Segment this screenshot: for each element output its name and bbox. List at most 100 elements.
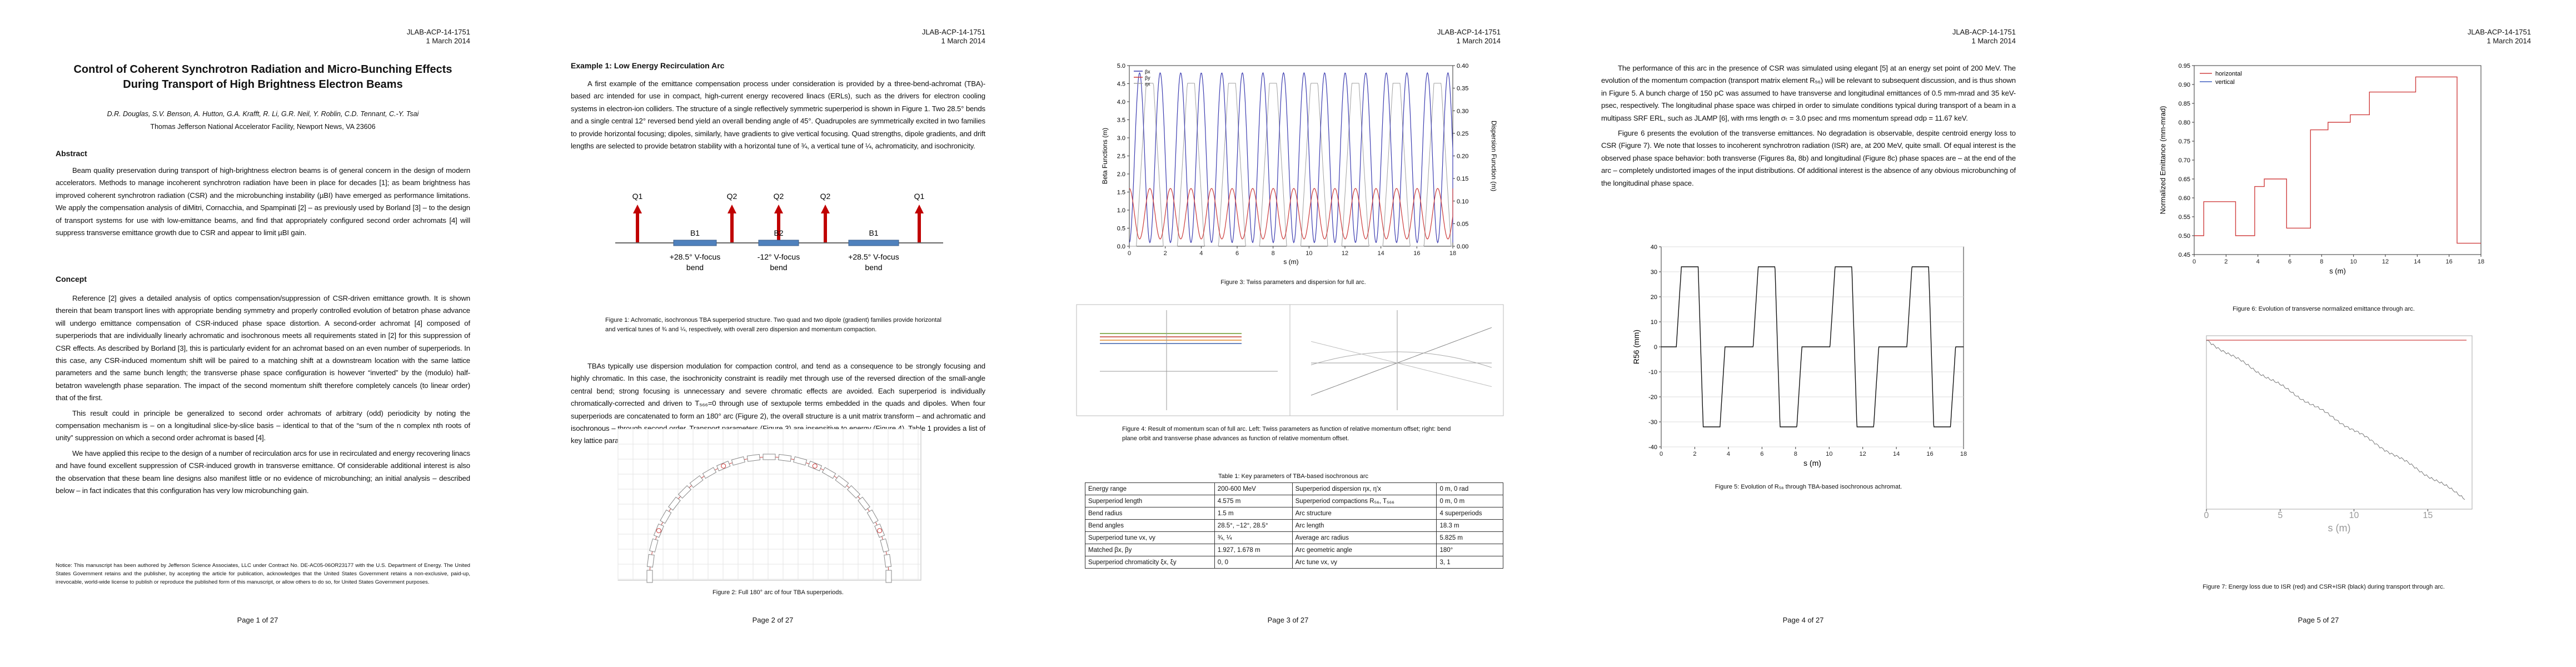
table-cell: 4 superperiods	[1436, 507, 1503, 520]
report-number: JLAB-ACP-14-1751	[1437, 28, 1501, 36]
report-number: JLAB-ACP-14-1751	[1952, 28, 2016, 36]
concept-text: Reference [2] gives a detailed analysis …	[56, 292, 470, 500]
y-tick-label: 0.30	[1457, 108, 1468, 115]
quad-label: Q2	[820, 192, 831, 201]
table-row: Bend radius 1.5 m Arc structure 4 superperi…	[1085, 507, 1503, 520]
legend-label: ηx	[1145, 81, 1150, 87]
y-tick-label: 1.0	[1117, 207, 1125, 214]
y-tick-label: 0.10	[1457, 198, 1468, 205]
bend-description: bend	[686, 263, 704, 272]
figure-caption: Figure 1: Achromatic, isochronous TBA su…	[605, 317, 941, 333]
x-tick-label: 10	[1306, 250, 1312, 257]
y-tick-label: -40	[1648, 444, 1657, 451]
quad-label: Q1	[632, 192, 643, 201]
x-tick-label: 16	[1926, 451, 1933, 457]
page-header: JLAB-ACP-14-1751 1 March 2014	[407, 28, 470, 46]
quad-arrowhead	[633, 205, 642, 213]
figure-caption: Figure 3: Twiss parameters and dispersio…	[1220, 279, 1366, 286]
y-tick-label: 0.20	[1457, 153, 1468, 160]
x-tick-label: 10	[1826, 451, 1832, 457]
table-row: Superperiod chromaticity ξx, ξy 0, 0 Arc t…	[1085, 556, 1503, 569]
x-tick-label: 2	[1164, 250, 1167, 257]
plot-curve	[1129, 188, 1453, 240]
bend-label: B1	[869, 228, 878, 237]
magnet	[660, 509, 672, 524]
table-cell: Bend angles	[1085, 519, 1215, 532]
y-tick-label: 30	[1651, 269, 1657, 276]
quad-label: Q2	[727, 192, 738, 201]
page-header: JLAB-ACP-14-1751 1 March 2014	[1437, 28, 1501, 46]
x-tick-label: 2	[1693, 451, 1696, 457]
y-tick-label: 10	[1651, 319, 1657, 326]
table-cell: Superperiod chromaticity ξx, ξy	[1085, 556, 1215, 569]
y-tick-label: 3.0	[1117, 135, 1125, 142]
y-tick-label: 0.70	[2179, 157, 2190, 164]
axis-label: s (m)	[2328, 522, 2351, 534]
axis-label: s (m)	[1283, 258, 1298, 266]
plot-curve	[1311, 341, 1492, 387]
y-tick-label: 0.65	[2179, 176, 2190, 183]
x-tick-label: 8	[1272, 250, 1275, 257]
x-tick-label: 6	[1760, 451, 1763, 457]
y-tick-label: 0.0	[1117, 243, 1125, 250]
y-tick-label: 0.95	[2179, 63, 2190, 69]
paragraph: This result could in principle be genera…	[56, 409, 470, 442]
plot-curve	[2206, 340, 2465, 500]
bend-description: bend	[865, 263, 882, 272]
figure-caption: Figure 2: Full 180° arc of four TBA supe…	[712, 589, 844, 596]
x-tick-label: 8	[1794, 451, 1797, 457]
y-tick-label: 20	[1651, 294, 1657, 301]
figure-caption: Figure 5: Evolution of R₅₆ through TBA-b…	[1715, 484, 1902, 490]
bend-dipole	[758, 240, 799, 246]
quad-marker	[877, 528, 883, 534]
y-tick-label: 0.00	[1457, 243, 1468, 250]
x-tick-label: 4	[2256, 258, 2260, 265]
table-cell: 200-600 MeV	[1214, 482, 1293, 495]
table-cell: 18.3 m	[1436, 519, 1503, 532]
bend-description: bend	[770, 263, 787, 272]
page-header: JLAB-ACP-14-1751 1 March 2014	[1952, 28, 2016, 46]
figure-3: 0.0 0.5 1.0 1.5 2.0 2.5 3.0 3.5 4.0 4.5 5.0 0.00 0.0…	[1101, 63, 1498, 266]
report-date: 1 March 2014	[426, 37, 471, 45]
table-caption: Table 1: Key parameters of TBA-based iso…	[1218, 473, 1369, 480]
axis-label: R56 (mm)	[1632, 330, 1641, 364]
y-tick-label: -10	[1648, 369, 1657, 376]
table-row: Superperiod length 4.575 m Superperiod com…	[1085, 495, 1503, 507]
page-header: JLAB-ACP-14-1751 1 March 2014	[922, 28, 985, 46]
y-tick-label: 0.50	[2179, 233, 2190, 240]
paper-title: Control of Coherent Synchrotron Radiatio…	[73, 63, 452, 91]
plot-curve	[1311, 351, 1492, 368]
quad-marker	[812, 463, 818, 469]
table-row: Superperiod tune νx, νy ¾, ¼ Average arc r…	[1085, 531, 1503, 544]
report-date: 1 March 2014	[941, 37, 986, 45]
x-tick-label: 6	[1235, 250, 1239, 257]
legend-label: βy	[1145, 75, 1150, 81]
table-cell: 180°	[1436, 544, 1503, 556]
paragraph: Figure 6 presents the evolution of the t…	[1601, 129, 2016, 187]
x-tick-label: 16	[2446, 258, 2453, 265]
figure-4	[1076, 304, 1504, 416]
y-tick-label: 2.0	[1117, 171, 1125, 178]
y-tick-label: -30	[1648, 419, 1657, 426]
table-cell: Arc length	[1292, 519, 1437, 532]
authors: D.R. Douglas, S.V. Benson, A. Hutton, G.…	[107, 110, 419, 118]
magnet	[808, 460, 823, 471]
report-date: 1 March 2014	[2487, 37, 2532, 45]
section-heading: Concept	[56, 275, 87, 283]
x-tick-label: 0	[1660, 451, 1663, 457]
magnet	[649, 538, 659, 552]
y-tick-label: 0.80	[2179, 120, 2190, 126]
table-cell: Matched βx, βy	[1085, 544, 1215, 556]
page-footer: Page 5 of 27	[2298, 616, 2339, 624]
x-tick-label: 0	[2193, 258, 2196, 265]
section-heading: Abstract	[56, 149, 87, 158]
page: JLAB-ACP-14-1751 1 March 2014 Control of …	[0, 0, 515, 667]
magnet	[880, 538, 889, 552]
magnet	[858, 496, 870, 511]
panel	[1289, 304, 1504, 416]
bend-description: -12° V-focus	[758, 252, 800, 261]
bend-label: B2	[774, 228, 783, 237]
x-tick-label: 15	[2423, 511, 2433, 520]
table-cell: Superperiod dispersion ηx, η'x	[1292, 482, 1437, 495]
